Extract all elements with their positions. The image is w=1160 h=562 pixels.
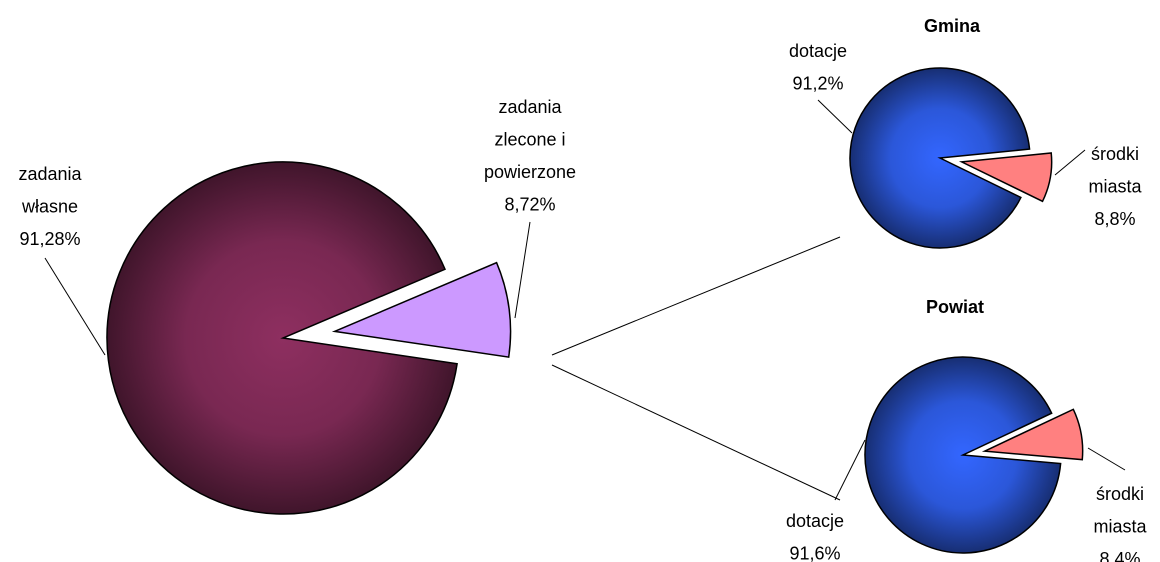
pie-slice <box>958 152 1053 203</box>
label-line: dotacje <box>786 511 844 531</box>
value-label: 8,4% <box>1099 549 1140 562</box>
value-label: 91,2% <box>792 73 843 93</box>
label-line: powierzone <box>484 162 576 182</box>
leader-line <box>817 99 853 134</box>
slice-label: zadania własne <box>18 164 82 217</box>
label-line: własne <box>21 196 78 216</box>
pie-slice <box>849 67 1031 249</box>
leader-line <box>1054 149 1086 176</box>
label-line: środki <box>1091 144 1139 164</box>
pie-slice <box>331 261 512 358</box>
label-line: dotacje <box>789 41 847 61</box>
chart-title: Powiat <box>926 297 984 317</box>
value-label: 8,8% <box>1094 209 1135 229</box>
leader-line <box>514 221 531 319</box>
connector <box>551 364 841 501</box>
value-label: 91,6% <box>789 543 840 562</box>
pie-slice <box>981 408 1084 461</box>
chart-title: Gmina <box>924 16 981 36</box>
slice-label: dotacje <box>786 511 844 531</box>
leader-line <box>834 439 866 501</box>
slice-label: dotacje <box>789 41 847 61</box>
leader-line <box>44 257 106 356</box>
slice-label: zadania zlecone i powierzone <box>484 97 576 182</box>
pie-slice <box>864 356 1062 554</box>
slice-label: środki miasta <box>1093 484 1147 537</box>
label-line: zadania <box>18 164 82 184</box>
label-line: miasta <box>1088 176 1142 196</box>
pie-slice <box>106 161 458 515</box>
value-label: 91,28% <box>19 229 80 249</box>
slice-label: środki miasta <box>1088 144 1142 197</box>
connector <box>551 236 841 356</box>
label-line: miasta <box>1093 516 1147 536</box>
label-line: środki <box>1096 484 1144 504</box>
leader-line <box>1087 447 1126 471</box>
label-line: zlecone i <box>494 129 565 149</box>
label-line: zadania <box>498 97 562 117</box>
value-label: 8,72% <box>504 194 555 214</box>
